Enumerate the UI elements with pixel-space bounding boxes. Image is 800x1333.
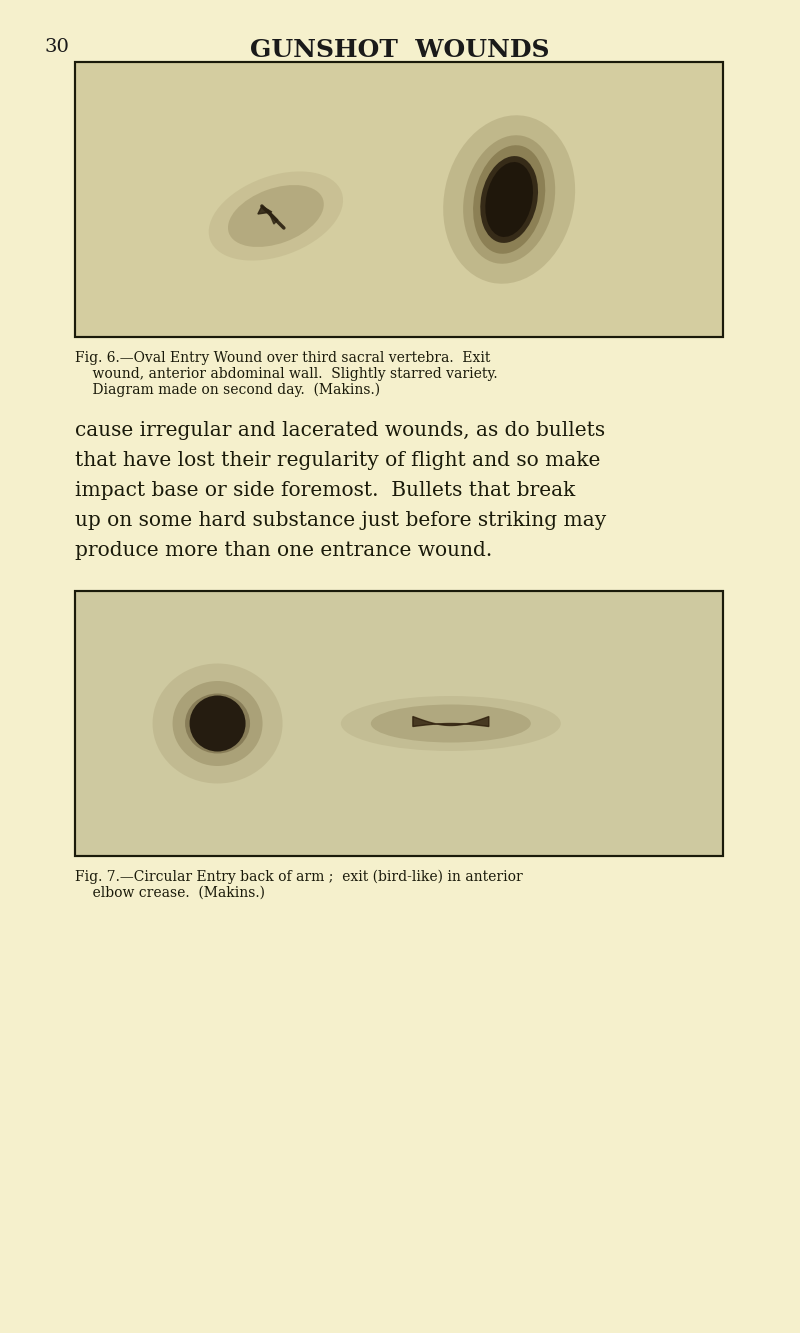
Bar <box>75 591 723 856</box>
Ellipse shape <box>153 664 282 784</box>
Ellipse shape <box>173 681 262 766</box>
Polygon shape <box>413 717 489 726</box>
Ellipse shape <box>341 696 561 750</box>
Polygon shape <box>268 211 278 224</box>
Ellipse shape <box>371 705 531 742</box>
Text: wound, anterior abdominal wall.  Slightly starred variety.: wound, anterior abdominal wall. Slightly… <box>75 367 498 381</box>
Bar <box>75 63 723 337</box>
Text: produce more than one entrance wound.: produce more than one entrance wound. <box>75 541 492 560</box>
Text: 30: 30 <box>45 39 70 56</box>
Text: up on some hard substance just before striking may: up on some hard substance just before st… <box>75 511 606 531</box>
Text: GUNSHOT  WOUNDS: GUNSHOT WOUNDS <box>250 39 550 63</box>
Text: elbow crease.  (Makins.): elbow crease. (Makins.) <box>75 886 265 900</box>
Ellipse shape <box>443 115 575 284</box>
Text: Diagram made on second day.  (Makins.): Diagram made on second day. (Makins.) <box>75 383 380 397</box>
Bar <box>75 63 723 337</box>
Text: Fig. 7.—Circular Entry back of arm ;  exit (bird-like) in anterior: Fig. 7.—Circular Entry back of arm ; exi… <box>75 870 522 884</box>
Ellipse shape <box>480 156 538 243</box>
Polygon shape <box>258 207 272 215</box>
Text: Fig. 6.—Oval Entry Wound over third sacral vertebra.  Exit: Fig. 6.—Oval Entry Wound over third sacr… <box>75 351 490 365</box>
Ellipse shape <box>486 163 533 237</box>
Ellipse shape <box>228 185 324 247</box>
Bar <box>75 591 723 856</box>
Text: cause irregular and lacerated wounds, as do bullets: cause irregular and lacerated wounds, as… <box>75 421 605 440</box>
Circle shape <box>190 696 246 752</box>
Ellipse shape <box>185 693 250 753</box>
Text: impact base or side foremost.  Bullets that break: impact base or side foremost. Bullets th… <box>75 481 575 500</box>
Ellipse shape <box>209 172 343 260</box>
Text: that have lost their regularity of flight and so make: that have lost their regularity of fligh… <box>75 451 600 471</box>
Ellipse shape <box>473 145 546 253</box>
Ellipse shape <box>463 135 555 264</box>
